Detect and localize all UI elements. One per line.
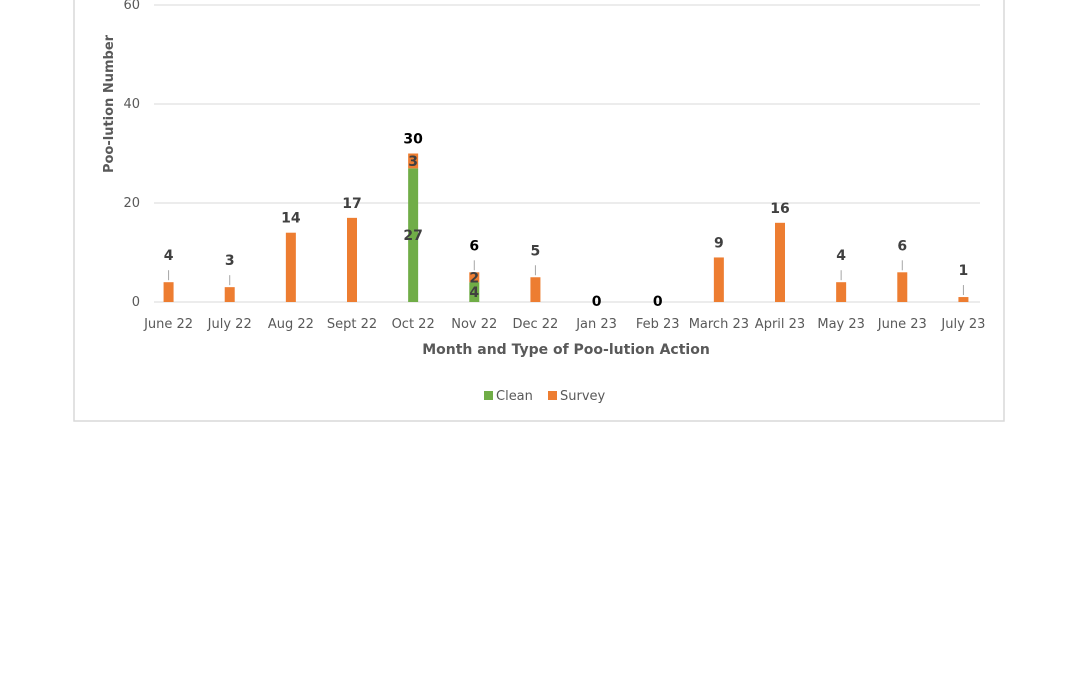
bar-survey [224, 287, 235, 302]
y-tick-label: 40 [123, 97, 140, 112]
x-axis-ticks: June 22 July 22 Aug 22 Sept 22 Oct 22 Nov 22 D… [143, 317, 985, 332]
bar-survey [163, 282, 174, 302]
bar-survey [347, 217, 357, 302]
bar-survey [897, 272, 908, 302]
x-tick-label: July 22 [207, 317, 252, 332]
segment-value-label: 2 [469, 270, 479, 286]
total-value-label: 9 [714, 235, 724, 251]
legend-label-survey: Survey [560, 389, 606, 404]
y-tick-label: 0 [132, 295, 140, 310]
x-tick-label: May 23 [817, 317, 865, 332]
x-tick-label: Aug 22 [268, 317, 314, 332]
total-value-label: 0 [592, 294, 602, 310]
bar-survey [713, 257, 724, 302]
x-tick-label: March 23 [689, 317, 749, 332]
total-value-label: 6 [469, 238, 479, 254]
x-tick-label: Dec 22 [513, 317, 559, 332]
legend-swatch-clean [484, 391, 493, 400]
x-tick-label: April 23 [755, 317, 805, 332]
bar-survey [836, 282, 847, 302]
y-axis-ticks: 0 20 40 60 [123, 0, 140, 310]
segment-value-label: 3 [408, 154, 418, 170]
total-value-label: 1 [959, 263, 969, 279]
bar-survey [469, 272, 480, 283]
legend-label-clean: Clean [496, 389, 533, 404]
legend: Clean Survey [484, 389, 606, 404]
total-value-label: 0 [653, 294, 663, 310]
x-tick-label: July 23 [940, 317, 985, 332]
bar-clean [408, 168, 419, 302]
total-value-label: 4 [836, 248, 846, 264]
x-tick-label: Oct 22 [392, 317, 435, 332]
total-value-label: 5 [531, 243, 541, 259]
bar-survey [408, 153, 419, 169]
total-value-label: 17 [342, 196, 361, 212]
chart-frame [73, 0, 1005, 422]
bar-survey [775, 222, 785, 302]
y-axis-title: Poo-lution Number [102, 34, 117, 173]
total-value-label: 14 [281, 211, 301, 227]
x-tick-label: June 22 [143, 317, 193, 332]
total-value-label: 16 [770, 201, 789, 217]
x-tick-label: Sept 22 [327, 317, 377, 332]
x-tick-label: Feb 23 [636, 317, 680, 332]
total-value-label: 6 [897, 238, 907, 254]
bars [163, 153, 969, 302]
y-tick-label: 60 [123, 0, 140, 13]
segment-value-label: 27 [403, 228, 422, 244]
x-tick-label: June 23 [877, 317, 927, 332]
legend-swatch-survey [548, 391, 557, 400]
bar-clean [469, 282, 480, 302]
x-axis-title: Month and Type of Poo-lution Action [422, 342, 710, 358]
segment-value-label: 4 [469, 285, 479, 301]
total-value-label: 3 [225, 253, 235, 269]
leader-lines [168, 260, 964, 296]
x-tick-label: Jan 23 [575, 317, 617, 332]
total-value-label: 30 [403, 132, 423, 148]
bar-survey [285, 232, 296, 302]
bar-survey [530, 277, 541, 302]
bar-survey [958, 297, 969, 302]
y-tick-label: 20 [123, 196, 140, 211]
x-tick-label: Nov 22 [451, 317, 497, 332]
total-value-label: 4 [164, 248, 174, 264]
